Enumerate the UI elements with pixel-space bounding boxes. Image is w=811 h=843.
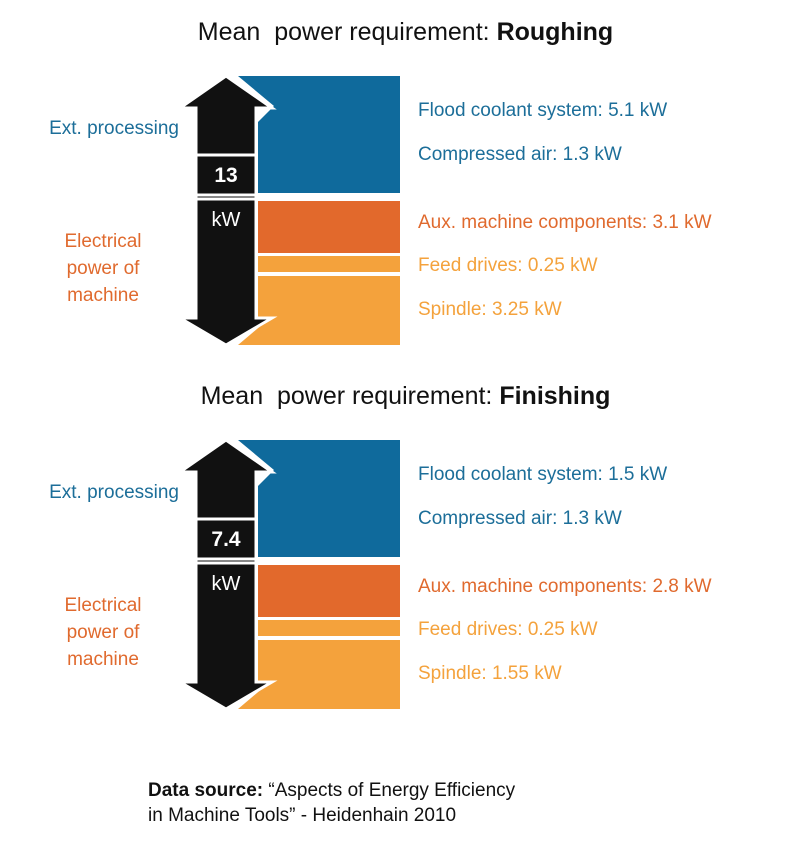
total-box <box>194 153 258 197</box>
segment-aux-machine-components <box>258 201 400 253</box>
segment-ext-processing <box>238 440 400 557</box>
group-label-elec: Electrical power of machine <box>64 231 142 306</box>
group-label-ext: Ext. processing <box>49 482 179 503</box>
total-value: 13 <box>214 164 237 187</box>
segment-feed-drives <box>258 256 400 272</box>
finishing-diagram: 7.4 kW <box>174 438 400 711</box>
segment-label: Feed drives: 0.25 kW <box>418 255 598 276</box>
chart-title-roughing: Mean power requirement: Roughing <box>197 18 614 46</box>
segment-label: Compressed air: 1.3 kW <box>418 144 622 165</box>
group-label-ext: Ext. processing <box>49 118 179 139</box>
segment-ext-processing <box>238 76 400 193</box>
roughing-diagram: 13 kW <box>174 74 400 347</box>
double-arrow-icon <box>174 438 278 711</box>
segment-feed-drives <box>258 620 400 636</box>
data-source: Data source: “Aspects of Energy Efficien… <box>148 780 516 826</box>
double-arrow-icon <box>174 74 278 347</box>
total-box <box>194 517 258 561</box>
segment-label: Spindle: 1.55 kW <box>418 663 562 684</box>
total-unit: kW <box>212 573 241 595</box>
segment-label: Flood coolant system: 5.1 kW <box>418 100 668 121</box>
segment-spindle <box>238 640 400 709</box>
segment-label: Aux. machine components: 2.8 kW <box>418 576 712 597</box>
finishing-panel: Mean power requirement: Finishing 7.4 kW… <box>0 364 811 724</box>
segment-label: Flood coolant system: 1.5 kW <box>418 464 668 485</box>
total-value: 7.4 <box>211 528 241 551</box>
group-label-elec: Electrical power of machine <box>64 595 142 670</box>
segment-aux-machine-components <box>258 565 400 617</box>
total-unit: kW <box>212 209 241 231</box>
roughing-panel: Mean power requirement: Roughing 13 kW E… <box>0 0 811 360</box>
segment-spindle <box>238 276 400 345</box>
segment-label: Aux. machine components: 3.1 kW <box>418 212 712 233</box>
segment-label: Spindle: 3.25 kW <box>418 299 562 320</box>
segment-label: Compressed air: 1.3 kW <box>418 508 622 529</box>
chart-title-finishing: Mean power requirement: Finishing <box>200 382 611 410</box>
segment-label: Feed drives: 0.25 kW <box>418 619 598 640</box>
